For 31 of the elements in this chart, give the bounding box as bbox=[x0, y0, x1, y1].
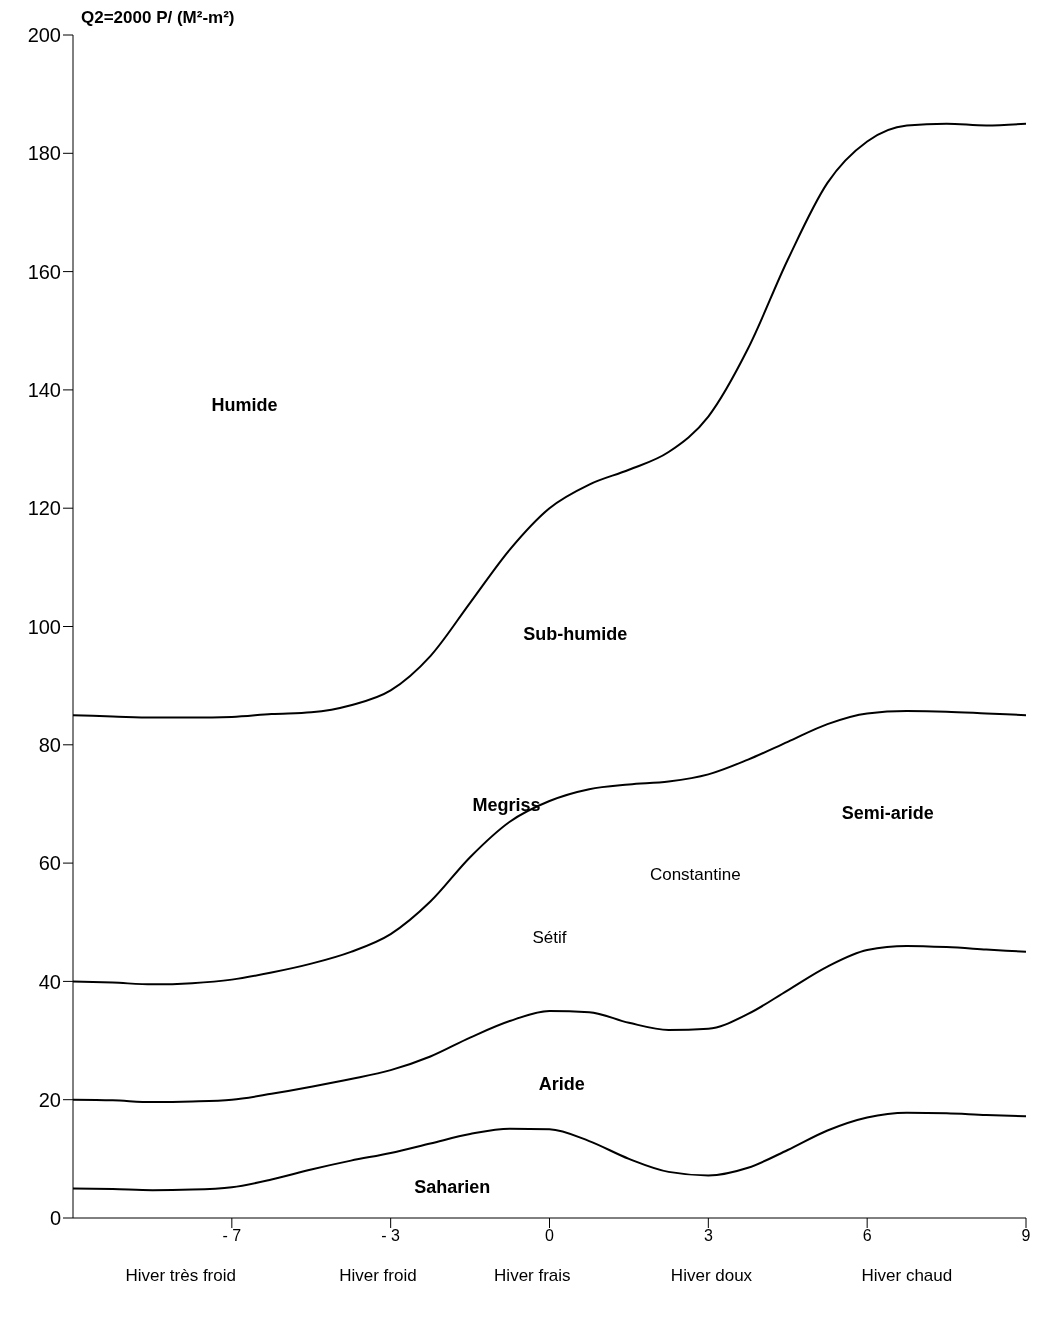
annotation: Megriss bbox=[472, 794, 541, 816]
annotation: Sétif bbox=[532, 928, 567, 949]
annotation: Constantine bbox=[649, 864, 741, 885]
annotation: Aride bbox=[538, 1073, 585, 1095]
y-tick-label: 160 bbox=[27, 260, 61, 283]
text: Hiver chaud bbox=[861, 1266, 953, 1286]
annotation: Saharien bbox=[414, 1176, 491, 1198]
text: Hiver frais bbox=[494, 1266, 571, 1286]
x-tick-label: 6 bbox=[862, 1227, 872, 1245]
x-tick-label: - 3 bbox=[381, 1227, 401, 1245]
annotation: Semi-aride bbox=[841, 802, 934, 824]
y-tick-label: 140 bbox=[27, 379, 61, 401]
annotation: Humide bbox=[211, 394, 278, 416]
y-tick-label: 20 bbox=[38, 1088, 61, 1111]
y-tick-label: 0 bbox=[49, 1207, 61, 1230]
text: Hiver doux bbox=[670, 1266, 753, 1286]
y-tick-label: 80 bbox=[38, 733, 61, 756]
y-tick-label: 100 bbox=[27, 615, 61, 638]
annotation: Sub-humide bbox=[523, 623, 628, 645]
text: Hiver très froid bbox=[125, 1266, 236, 1286]
x-tick-label: 3 bbox=[703, 1227, 713, 1245]
x-tick-label: 9 bbox=[1021, 1227, 1031, 1245]
y-tick-label: 40 bbox=[38, 970, 61, 993]
y-tick-label: 120 bbox=[27, 497, 61, 520]
text: Hiver froid bbox=[339, 1266, 417, 1286]
y-axis-title: Q2=2000 P/ (M²-m²) bbox=[81, 8, 235, 28]
y-tick-label: 60 bbox=[38, 852, 61, 875]
y-tick-label: 180 bbox=[27, 142, 61, 165]
y-tick-label: 200 bbox=[27, 24, 61, 47]
x-tick-label: - 7 bbox=[222, 1227, 242, 1245]
x-tick-label: 0 bbox=[545, 1227, 555, 1245]
